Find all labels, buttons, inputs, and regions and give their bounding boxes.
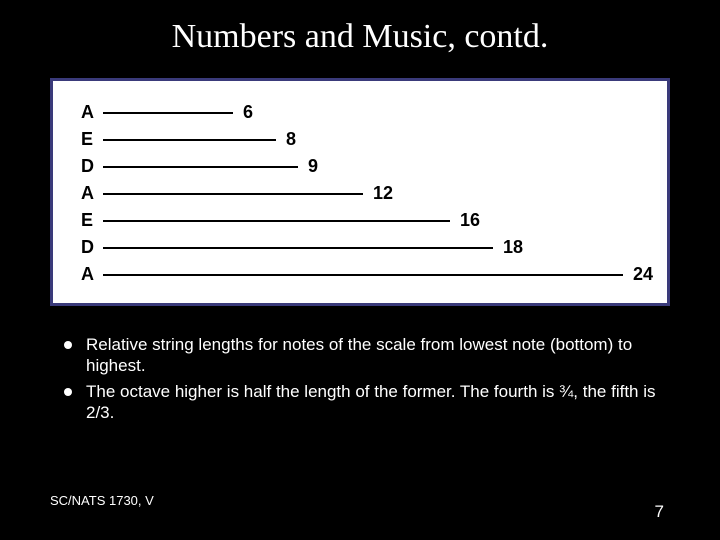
page-number: 7 [655, 502, 664, 522]
string-line [103, 193, 363, 195]
chart-row: E 8 [81, 126, 647, 153]
chart-row: E 16 [81, 207, 647, 234]
bullet-text: Relative string lengths for notes of the… [86, 334, 666, 377]
bar-wrap: 24 [103, 261, 653, 288]
string-line [103, 274, 623, 276]
bullet-item: Relative string lengths for notes of the… [64, 334, 666, 377]
bar-wrap: 6 [103, 99, 647, 126]
value-label: 12 [373, 183, 393, 204]
note-label: D [81, 237, 103, 258]
value-label: 16 [460, 210, 480, 231]
slide-title: Numbers and Music, contd. [50, 18, 670, 56]
chart-row: D 18 [81, 234, 647, 261]
note-label: E [81, 210, 103, 231]
bar-wrap: 18 [103, 234, 647, 261]
bar-wrap: 16 [103, 207, 647, 234]
string-line [103, 247, 493, 249]
string-line [103, 112, 233, 114]
bar-wrap: 12 [103, 180, 647, 207]
note-label: A [81, 102, 103, 123]
string-length-chart: A 6 E 8 D 9 A 12 [50, 78, 670, 306]
bullet-text: The octave higher is half the length of … [86, 381, 666, 424]
string-line [103, 220, 450, 222]
footer-course-code: SC/NATS 1730, V [50, 493, 154, 508]
note-label: D [81, 156, 103, 177]
string-line [103, 139, 276, 141]
value-label: 9 [308, 156, 318, 177]
chart-row: D 9 [81, 153, 647, 180]
chart-row: A 12 [81, 180, 647, 207]
bar-wrap: 9 [103, 153, 647, 180]
note-label: A [81, 264, 103, 285]
chart-row: A 24 [81, 261, 647, 288]
value-label: 24 [633, 264, 653, 285]
bar-wrap: 8 [103, 126, 647, 153]
value-label: 18 [503, 237, 523, 258]
value-label: 6 [243, 102, 253, 123]
slide: Numbers and Music, contd. A 6 E 8 D 9 A [0, 0, 720, 540]
string-line [103, 166, 298, 168]
bullet-icon [64, 388, 72, 396]
bullet-icon [64, 341, 72, 349]
bullet-item: The octave higher is half the length of … [64, 381, 666, 424]
chart-row: A 6 [81, 99, 647, 126]
value-label: 8 [286, 129, 296, 150]
note-label: A [81, 183, 103, 204]
bullet-list: Relative string lengths for notes of the… [50, 334, 670, 423]
note-label: E [81, 129, 103, 150]
